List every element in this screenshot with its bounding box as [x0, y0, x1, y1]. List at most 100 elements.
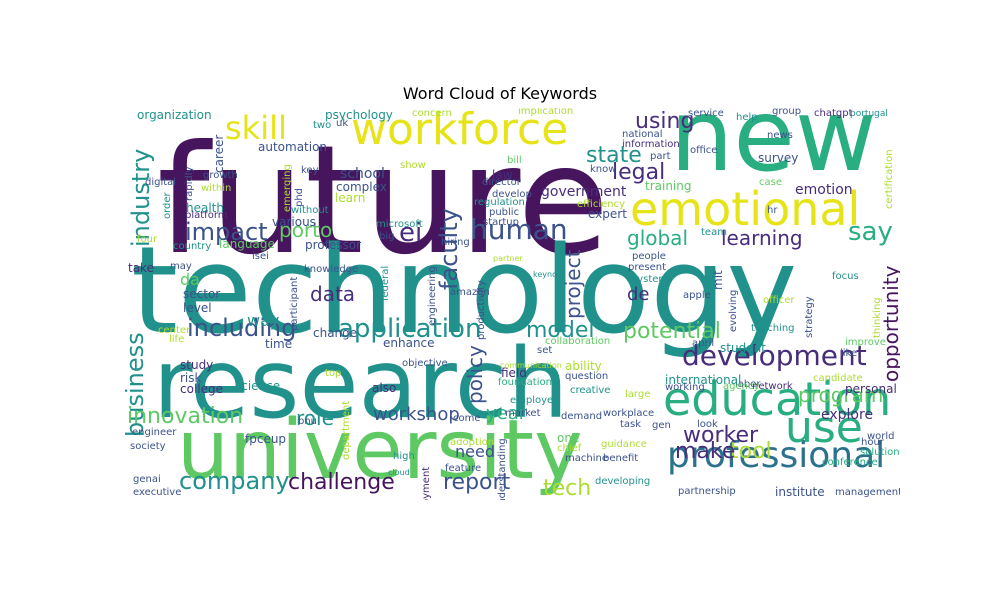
- word-key: key: [301, 165, 319, 176]
- word-data: data: [310, 282, 356, 306]
- word-efficiency: efficiency: [577, 199, 626, 210]
- word-law: law: [492, 168, 513, 182]
- word-life: life: [169, 334, 185, 345]
- word-show: show: [400, 160, 426, 171]
- word-psychology: psychology: [325, 108, 393, 122]
- word-service: service: [688, 108, 724, 119]
- word-expert: expert: [588, 207, 627, 221]
- word-emotion: emotion: [795, 182, 853, 198]
- word-guidance: guidance: [601, 439, 647, 450]
- word-portugal: portugal: [850, 109, 888, 119]
- word-fpceup: fpceup: [245, 432, 287, 446]
- word-emotional: emotional: [630, 182, 861, 236]
- word-personal: personal: [845, 382, 897, 396]
- word-complex: complex: [336, 180, 387, 194]
- word-field: field: [501, 366, 527, 380]
- word-professional: professional: [667, 435, 886, 476]
- word-collaboration: collaboration: [545, 336, 611, 347]
- word-gen: gen: [652, 420, 671, 431]
- word-various: various: [272, 215, 316, 229]
- word-level: level: [183, 301, 212, 315]
- word-uk: uk: [336, 118, 349, 129]
- word-group: group: [772, 108, 802, 117]
- word-institute: institute: [775, 485, 825, 499]
- word-future: future: [157, 114, 610, 288]
- word-training: training: [645, 179, 692, 193]
- word-use: use: [785, 402, 863, 453]
- word-bill: bill: [507, 155, 522, 166]
- word-regulation: regulation: [474, 197, 525, 208]
- word-professor: professor: [305, 238, 362, 252]
- word-two: two: [313, 120, 332, 131]
- figure-title: Word Cloud of Keywords: [402, 84, 598, 103]
- word-company: company: [179, 467, 290, 495]
- word-including: including: [187, 314, 297, 342]
- word-order: order: [162, 192, 173, 219]
- word-knowledge: knowledge: [304, 264, 359, 275]
- word-may: may: [170, 261, 192, 272]
- word-microsoft: microsoft: [376, 219, 423, 230]
- word-concern: concern: [412, 108, 452, 119]
- word-department: department: [341, 400, 352, 460]
- word-time: time: [265, 337, 293, 351]
- word-keynote: keynote: [533, 270, 566, 279]
- word-government: government: [541, 184, 627, 200]
- word-high: high: [393, 451, 415, 462]
- word-chatgpt: chatgpt: [814, 108, 853, 119]
- word-cloud: cloud: [388, 468, 410, 477]
- word-also: also: [372, 381, 397, 395]
- word-news: news: [767, 130, 793, 141]
- word-ability: ability: [565, 359, 602, 373]
- word-demand: demand: [561, 411, 603, 422]
- word-set: set: [537, 345, 553, 356]
- word-organization: organization: [137, 108, 212, 122]
- word-make: make: [675, 439, 736, 464]
- word-enhance: enhance: [383, 336, 435, 350]
- word-certification: certification: [884, 149, 895, 209]
- word-using: using: [635, 109, 695, 134]
- word-global: global: [627, 226, 688, 250]
- word-challenge: challenge: [288, 470, 395, 495]
- word-international: international: [665, 373, 742, 387]
- word-world: world: [867, 431, 895, 442]
- word-labor: labor: [735, 379, 761, 390]
- word-sector: sector: [183, 287, 221, 301]
- word-network: network: [752, 381, 793, 392]
- word-hour: hour: [861, 437, 884, 448]
- word-tech: tech: [543, 476, 592, 500]
- word-office: office: [690, 145, 718, 156]
- word-program: program: [798, 383, 884, 407]
- word-workshop: workshop: [373, 404, 460, 425]
- word-university: university: [177, 403, 583, 498]
- word-evolving: evolving: [728, 289, 739, 332]
- word-human: human: [470, 213, 568, 246]
- word-platform: platform: [185, 210, 228, 221]
- word-people: people: [632, 251, 666, 262]
- word-case: case: [759, 177, 782, 188]
- word-creative: creative: [570, 385, 611, 396]
- word-state: state: [586, 143, 642, 168]
- word-application: application: [338, 314, 482, 344]
- word-ei: ei: [399, 218, 423, 248]
- word-science: science: [235, 379, 281, 393]
- word-faculty: faculty: [435, 208, 463, 291]
- word-center: center: [158, 325, 191, 336]
- word-look: look: [697, 419, 718, 430]
- word-workforce: workforce: [351, 108, 569, 155]
- word-focus: focus: [832, 271, 859, 282]
- word-health: health: [186, 201, 224, 215]
- word-objective: objective: [402, 358, 448, 369]
- word-isei: isei: [252, 251, 269, 262]
- word-new: new: [670, 108, 877, 194]
- word-director: director: [482, 177, 521, 188]
- word-policy: policy: [463, 345, 487, 405]
- word-like: like: [840, 348, 858, 359]
- word-implication: implication: [518, 108, 574, 117]
- word-language: language: [219, 237, 275, 251]
- word-role: role: [296, 406, 334, 430]
- word-system: system: [632, 274, 669, 285]
- word-management: management: [835, 487, 900, 498]
- word-participant: participant: [289, 276, 300, 332]
- word-college: college: [180, 382, 223, 396]
